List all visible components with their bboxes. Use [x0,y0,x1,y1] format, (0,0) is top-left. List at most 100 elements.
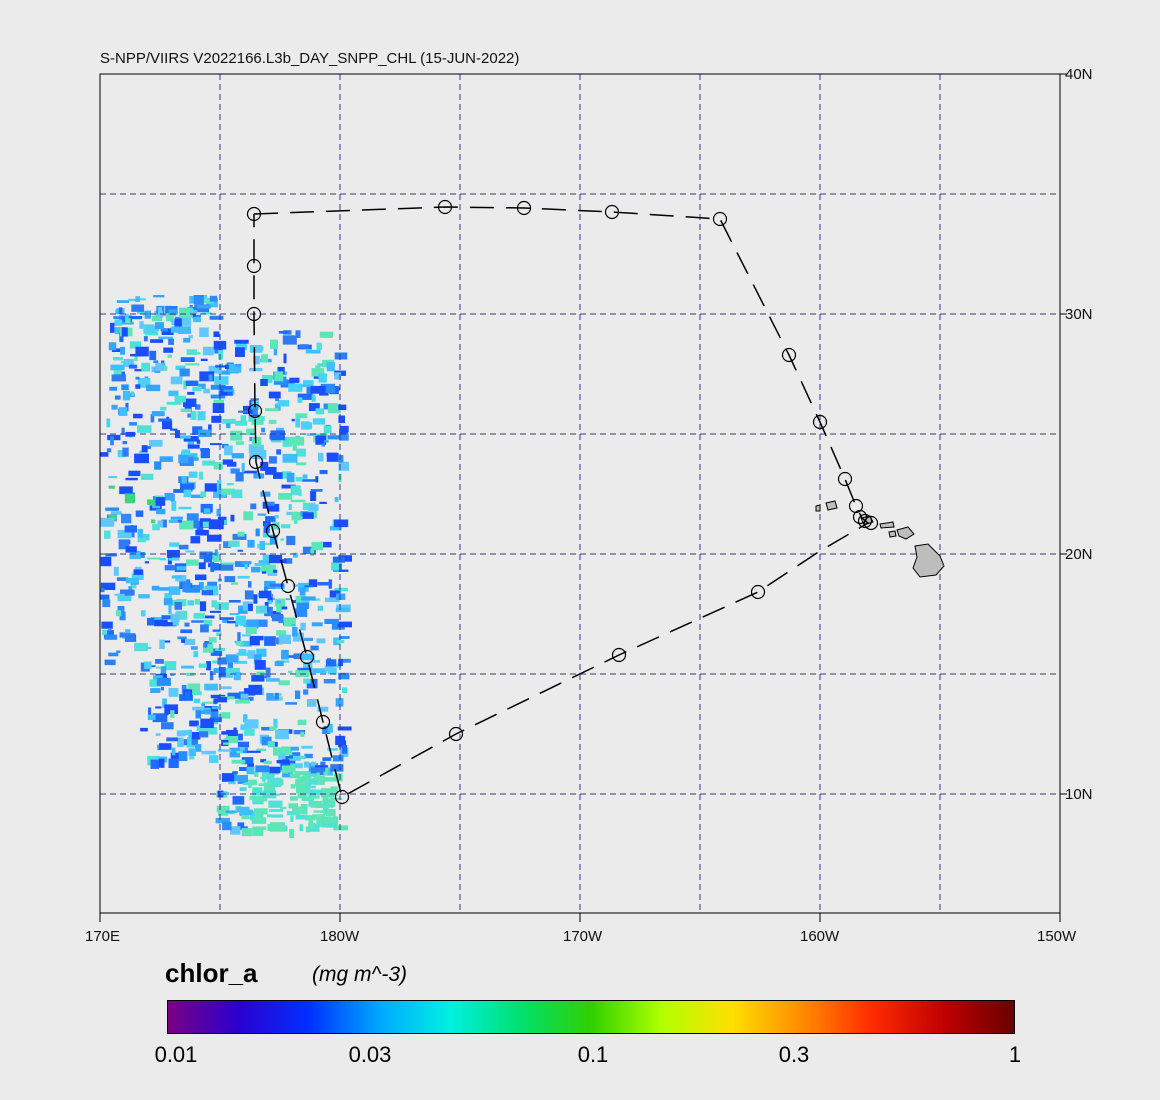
chlorophyll-pixel [140,534,150,541]
chlorophyll-pixel [226,658,237,663]
chlorophyll-pixel [275,692,279,699]
chlorophyll-pixel [230,826,241,835]
chlorophyll-pixel [305,826,311,833]
lon-label: 180W [320,928,360,945]
chlorophyll-pixel [289,746,299,751]
chlorophyll-pixel [161,328,174,335]
chlorophyll-pixel [125,577,139,584]
chlorophyll-pixel [238,649,247,656]
chlorophyll-pixel [322,794,329,803]
chlorophyll-pixel [333,755,344,762]
chlorophyll-pixel [217,697,228,703]
chlorophyll-pixel [134,355,138,362]
chlorophyll-pixel [107,628,112,631]
chlorophyll-pixel [329,590,341,598]
chlorophyll-pixel [120,346,125,355]
chlorophyll-pixel [203,619,213,626]
chlorophyll-pixel [186,349,197,355]
chlorophyll-pixel [161,615,172,620]
chlorophyll-pixel [333,519,349,528]
chlorophyll-pixel [251,437,262,447]
chlorophyll-pixel [199,327,209,337]
chlorophyll-pixel [182,582,191,593]
chlorophyll-pixel [181,665,194,669]
chlorophyll-pixel [199,731,209,738]
chlorophyll-pixel [232,771,238,775]
chlorophyll-pixel [247,750,261,753]
chlorophyll-pixel [267,814,273,818]
chlorophyll-pixel [213,399,224,405]
chlorophyll-pixel [255,619,268,627]
chlorophyll-pixel [296,785,311,794]
chlorophyll-pixel [124,493,135,504]
chlorophyll-pixel [245,626,257,635]
chlorophyll-pixel [340,658,351,663]
chlorophyll-pixel [224,576,236,583]
island-hawaii [912,543,945,578]
chlorophyll-pixel [220,696,235,700]
chlorophyll-pixel [200,491,207,497]
chlorophyll-pixel [301,653,315,661]
chlorophyll-pixel [105,553,117,557]
chlorophyll-pixel [265,408,279,412]
chlorophyll-pixel [338,672,350,680]
chlorophyll-pixel [129,422,137,426]
chlorophyll-pixel [332,556,345,563]
chlorophyll-pixel [237,741,249,748]
chlorophyll-pixel [200,709,211,714]
chlorophyll-pixel [121,327,128,337]
chlorophyll-pixel [118,307,123,315]
chlorophyll-pixel [199,371,215,382]
chlorophyll-pixel [303,380,314,387]
chlorophyll-pixel [260,776,265,780]
chlorophyll-pixel [250,811,255,821]
chlorophyll-pixel [180,629,193,634]
chlorophyll-pixel [281,524,291,529]
chlorophyll-pixel [303,761,310,768]
chlorophyll-pixel [283,353,287,364]
chlorophyll-pixel [308,799,312,807]
chlorophyll-pixel [275,585,285,589]
chlorophyll-pixel [105,507,119,511]
chlorophyll-pixel [246,428,255,436]
chlorophyll-pixel [220,562,234,571]
chlorophyll-pixel [178,544,189,550]
chlorophyll-pixel [214,549,218,556]
chlorophyll-pixel [169,318,174,322]
chlorophyll-pixel [262,776,266,782]
chlorophyll-pixel [129,550,141,560]
chlorophyll-pixel [212,660,220,664]
chlorophyll-pixel [174,602,182,610]
chlorophyll-pixel [311,789,323,796]
chlorophyll-pixel [102,599,111,608]
graticule [100,74,1060,913]
chlorophyll-pixel [216,805,230,813]
chlorophyll-pixel [223,389,234,392]
chlorophyll-pixel [149,350,157,361]
chlorophyll-pixel [122,447,129,457]
chlorophyll-pixel [267,503,280,512]
chlorophyll-pixel [326,452,339,462]
chlorophyll-pixel [244,590,254,600]
chlorophyll-pixel [100,594,110,600]
chlorophyll-pixel [213,668,219,674]
chlorophyll-pixel [262,773,275,776]
chlorophyll-pixel [187,737,192,747]
chlorophyll-pixel [227,620,236,624]
chlorophyll-pixel [249,367,263,372]
chlorophyll-pixel [271,814,284,818]
chlorophyll-pixel [108,514,117,521]
chlorophyll-pixel [219,390,228,396]
chlorophyll-pixel [274,403,281,411]
chlorophyll-pixel [157,520,164,528]
chlorophyll-pixel [131,528,135,538]
chlorophyll-pixel [179,368,190,377]
chlorophyll-pixel [170,752,179,759]
chlorophyll-pixel [168,390,179,397]
chlorophyll-pixel [281,649,289,660]
chlorophyll-pixel [313,810,327,813]
chlorophyll-pixel [288,504,292,510]
lat-label: 40N [1065,66,1093,83]
chlorophyll-pixel [289,436,305,446]
chlorophyll-pixel [294,608,308,617]
